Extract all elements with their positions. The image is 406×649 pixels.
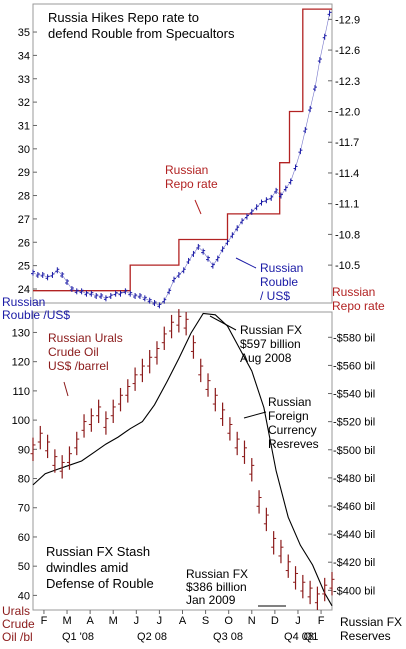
bottom-right-tick-label: -$500 bil <box>333 445 375 457</box>
top-left-tick-label: 30 <box>18 144 30 156</box>
bottom-right-tick-label: -$560 bil <box>333 360 375 372</box>
fx-low-annotation: Russian FX $386 billion Jan 2009 <box>186 567 248 607</box>
rouble-trend <box>32 13 330 306</box>
top-panel-frame <box>32 3 333 304</box>
top-left-tick-label: 29 <box>18 167 30 179</box>
bottom-left-tick-label: 90 <box>18 444 30 456</box>
bottom-chart-title: Russian FX Stash dwindles amid Defense of … <box>46 544 154 591</box>
rouble-axis-label: Russian Rouble /US$ <box>2 295 70 322</box>
top-right-tick-label: -12.9 <box>335 14 360 26</box>
bottom-left-tick-label: 70 <box>18 503 30 515</box>
top-right-tick-label: -11.7 <box>335 137 359 149</box>
repo-rate-pointer <box>194 199 202 215</box>
fx-peak-pointer <box>209 315 237 331</box>
bottom-right-tick-label: -$400 bil <box>333 585 375 597</box>
fx-peak-annotation: Russian FX $597 billion Aug 2008 <box>240 323 302 365</box>
top-chart-title: Russia Hikes Repo rate to defend Rouble f… <box>48 10 235 41</box>
repo-rate-annotation: Russian Repo rate <box>165 163 218 191</box>
top-right-tick-label: -12.3 <box>335 76 360 88</box>
rouble-pointer <box>235 257 257 269</box>
rouble-annotation: Russian Rouble / US$ <box>260 261 303 303</box>
top-right-tick-label: -12.6 <box>335 45 360 57</box>
month-tick-label: A <box>86 615 94 627</box>
quarter-label: Q2 08 <box>137 631 167 643</box>
month-tick-label: S <box>202 615 209 627</box>
quarter-label: Q1 '08 <box>62 631 94 643</box>
month-tick-label: J <box>295 615 301 627</box>
bottom-right-tick-label: -$480 bil <box>333 473 375 485</box>
month-tick-label: J <box>157 615 163 627</box>
month-tick-label: O <box>224 615 233 627</box>
top-left-tick-label: 26 <box>18 237 30 249</box>
bottom-left-tick-label: 80 <box>18 474 30 486</box>
top-left-tick-label: 35 <box>18 27 30 39</box>
oil-annotation: Russian Urals Crude Oil US$ /barrel <box>48 331 123 373</box>
fx-reserves-pointer <box>243 411 267 419</box>
bottom-right-tick-label: -$420 bil <box>333 557 375 569</box>
bottom-right-tick-label: -$580 bil <box>333 332 375 344</box>
bottom-right-tick-label: -$460 bil <box>333 501 375 513</box>
top-left-tick-label: 25 <box>18 261 30 273</box>
repo-axis-label: Russian Repo rate <box>332 285 385 313</box>
bottom-left-tick-label: 100 <box>12 415 30 427</box>
month-tick-label: A <box>179 615 187 627</box>
month-tick-label: M <box>109 615 118 627</box>
top-left-tick-label: 28 <box>18 191 30 203</box>
month-tick-label: F <box>318 615 325 627</box>
quarter-label: Q4 08 <box>284 631 314 643</box>
top-left-tick-label: 32 <box>18 97 30 109</box>
oil-axis-label: Urals Crude Oil /bl <box>2 604 35 644</box>
month-tick-label: M <box>62 615 71 627</box>
top-left-tick-label: 33 <box>18 74 30 86</box>
bottom-left-tick-label: 130 <box>12 327 30 339</box>
top-right-tick-label: -11.1 <box>335 199 359 211</box>
oil-pointer <box>63 381 69 397</box>
top-left-tick-label: 34 <box>18 50 30 62</box>
bottom-left-tick-label: 120 <box>12 357 30 369</box>
top-right-tick-label: -10.5 <box>335 260 360 272</box>
fx-reserves-line <box>32 312 333 607</box>
bottom-left-tick-label: 110 <box>12 386 30 398</box>
month-tick-label: J <box>134 615 140 627</box>
bottom-right-tick-label: -$520 bil <box>333 417 375 429</box>
quarter-label: Q1 <box>304 631 319 643</box>
bottom-right-tick-label: -$540 bil <box>333 389 375 401</box>
bottom-left-tick-label: 40 <box>18 590 30 602</box>
month-tick-label: D <box>271 615 279 627</box>
reserves-axis-label: Russian FX Reserves <box>340 615 402 643</box>
top-right-tick-label: -12.0 <box>335 107 360 119</box>
top-left-tick-label: 31 <box>18 120 30 132</box>
top-right-tick-label: -10.8 <box>335 229 360 241</box>
bottom-left-tick-label: 60 <box>18 532 30 544</box>
bottom-right-tick-label: -$440 bil <box>333 529 375 541</box>
bottom-left-tick-label: 50 <box>18 561 30 573</box>
top-left-tick-label: 27 <box>18 214 30 226</box>
month-tick-label: F <box>41 615 48 627</box>
top-left-tick-label: 24 <box>18 284 30 296</box>
repo-rate-line <box>33 8 332 292</box>
month-tick-label: N <box>248 615 256 627</box>
fx-reserves-annotation: Russian Foreign Currency Resreves <box>268 395 319 451</box>
top-right-tick-label: -11.4 <box>335 168 359 180</box>
quarter-label: Q3 08 <box>213 631 243 643</box>
